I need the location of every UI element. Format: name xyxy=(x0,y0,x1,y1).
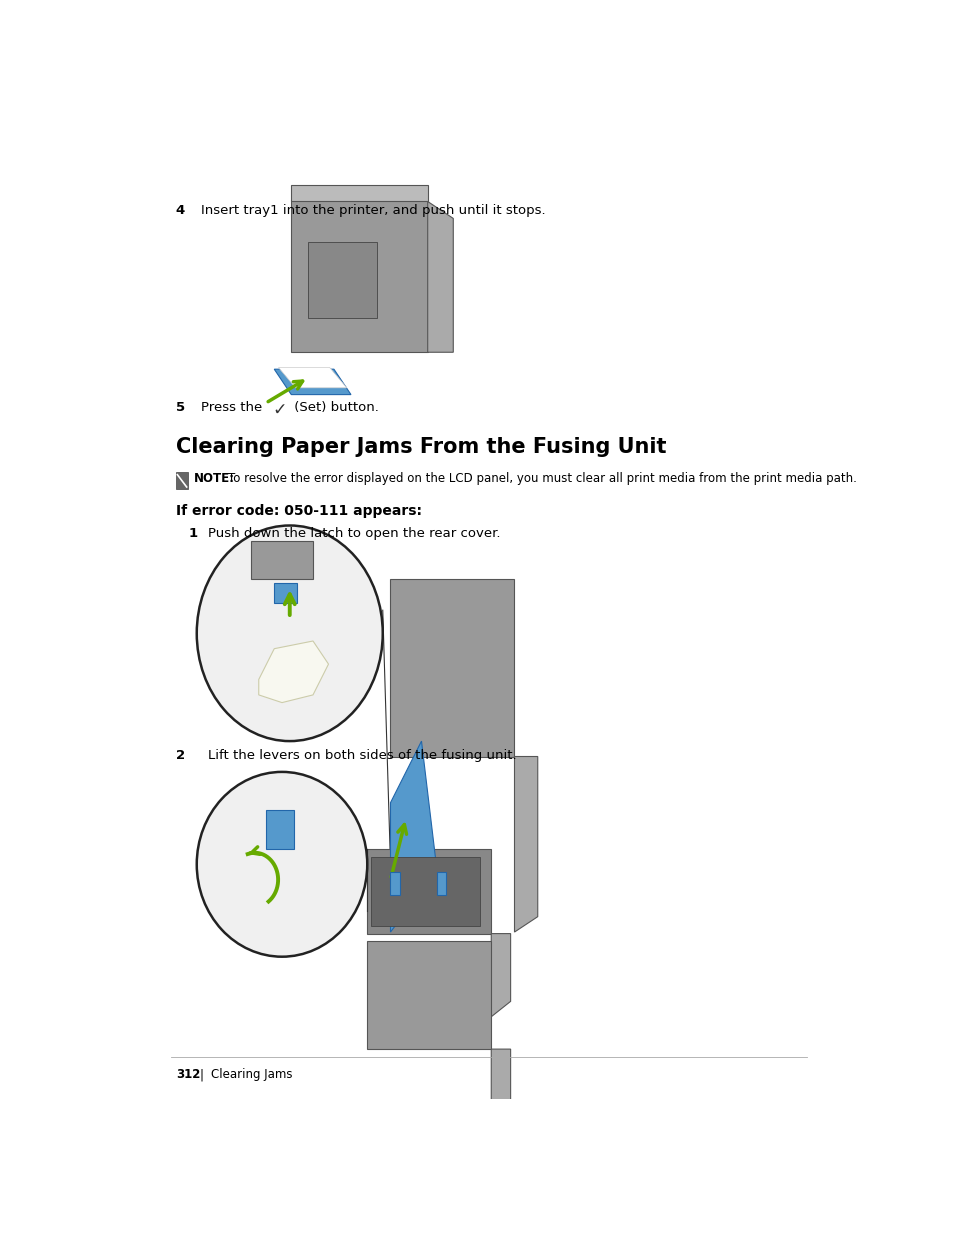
Text: NOTE:: NOTE: xyxy=(193,472,234,484)
FancyBboxPatch shape xyxy=(367,848,491,934)
FancyBboxPatch shape xyxy=(175,472,188,489)
FancyBboxPatch shape xyxy=(390,579,514,757)
Text: Clearing Paper Jams From the Fusing Unit: Clearing Paper Jams From the Fusing Unit xyxy=(175,437,665,457)
Text: Press the: Press the xyxy=(200,401,270,414)
FancyBboxPatch shape xyxy=(266,810,294,848)
Text: ✓: ✓ xyxy=(273,401,287,419)
Polygon shape xyxy=(390,741,436,932)
Text: |: | xyxy=(199,1068,203,1082)
Text: (Set) button.: (Set) button. xyxy=(290,401,378,414)
Polygon shape xyxy=(274,369,351,395)
Text: Push down the latch to open the rear cover.: Push down the latch to open the rear cov… xyxy=(208,527,500,540)
FancyBboxPatch shape xyxy=(291,184,427,201)
Text: To resolve the error displayed on the LCD panel, you must clear all print media : To resolve the error displayed on the LC… xyxy=(228,472,856,484)
Text: If error code: 050-111 appears:: If error code: 050-111 appears: xyxy=(175,504,421,517)
FancyBboxPatch shape xyxy=(367,941,491,1049)
Polygon shape xyxy=(491,934,510,1016)
Text: 4: 4 xyxy=(175,204,185,216)
FancyBboxPatch shape xyxy=(371,857,479,926)
Text: 312: 312 xyxy=(175,1068,200,1082)
Polygon shape xyxy=(427,201,453,352)
Polygon shape xyxy=(491,1049,510,1156)
FancyBboxPatch shape xyxy=(436,872,446,895)
Text: 5: 5 xyxy=(175,401,185,414)
Text: Lift the levers on both sides of the fusing unit.: Lift the levers on both sides of the fus… xyxy=(208,748,517,762)
FancyBboxPatch shape xyxy=(274,583,297,603)
FancyBboxPatch shape xyxy=(390,872,399,895)
Ellipse shape xyxy=(196,772,367,957)
FancyBboxPatch shape xyxy=(251,541,313,579)
Ellipse shape xyxy=(196,526,382,741)
Polygon shape xyxy=(278,368,346,388)
Polygon shape xyxy=(258,641,328,703)
Text: Clearing Jams: Clearing Jams xyxy=(211,1068,292,1082)
FancyBboxPatch shape xyxy=(308,242,376,319)
FancyBboxPatch shape xyxy=(291,200,427,352)
Text: 2: 2 xyxy=(175,748,185,762)
Text: 1: 1 xyxy=(189,527,198,540)
Text: Insert tray1 into the printer, and push until it stops.: Insert tray1 into the printer, and push … xyxy=(200,204,545,216)
Polygon shape xyxy=(514,757,537,932)
